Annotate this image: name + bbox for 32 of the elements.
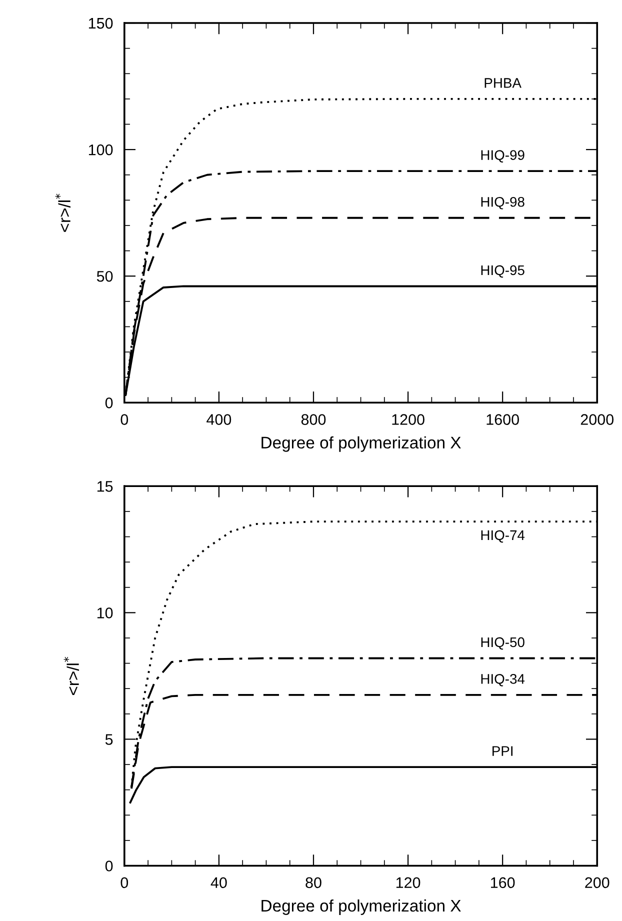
series-label: PHBA [484, 78, 522, 88]
x-tick-label: 400 [206, 414, 232, 425]
series-label: PPI [492, 746, 512, 756]
series-label: HIQ-99 [481, 150, 524, 162]
x-axis-title: Degree of polymerization X [262, 899, 461, 915]
x-tick-label: 40 [210, 877, 227, 888]
y-axis-title: <r>/l$^{*}$ [55, 194, 70, 232]
y-tick-label: 15 [97, 481, 113, 492]
x-tick-label: 200 [585, 877, 610, 888]
y-tick-label: 0 [105, 860, 113, 872]
y-tick-label: 5 [105, 734, 113, 745]
series-label: HIQ-74 [481, 530, 525, 543]
x-tick-label: 1200 [392, 414, 424, 425]
y-axis-title: <r>/l$^{*}$ [64, 656, 79, 696]
x-tick-label: 0 [120, 414, 128, 425]
series-label: HIQ-98 [481, 196, 524, 210]
x-axis-title: Degree of polymerization X [262, 436, 461, 452]
x-tick-label: 160 [490, 877, 515, 888]
y-tick-label: 50 [96, 270, 113, 282]
x-tick-label: 120 [396, 877, 420, 888]
series-label: HIQ-50 [481, 637, 524, 650]
y-tick-label: 150 [88, 18, 113, 29]
series-label: HIQ-34 [481, 674, 525, 686]
series-label: HIQ-95 [481, 265, 524, 278]
x-tick-label: 800 [301, 414, 326, 425]
x-tick-label: 80 [306, 877, 322, 888]
y-tick-label: 0 [105, 397, 113, 408]
x-tick-label: 1600 [486, 414, 519, 425]
y-tick-label: 10 [97, 608, 113, 618]
y-tick-label: 100 [88, 144, 113, 156]
x-tick-label: 0 [120, 877, 128, 888]
x-tick-label: 2000 [580, 414, 614, 425]
